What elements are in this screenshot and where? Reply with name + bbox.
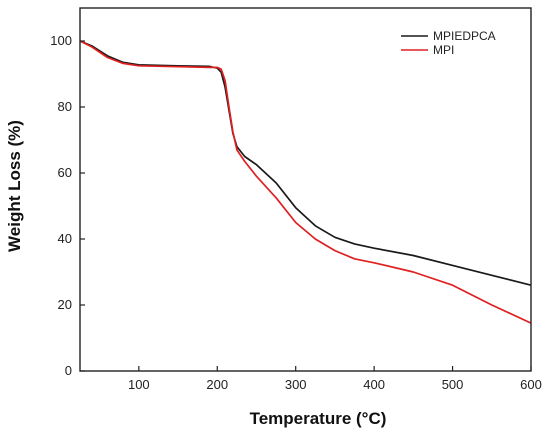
x-tick-label: 200 [206,377,228,392]
x-tick-label: 500 [442,377,464,392]
y-axis-title: Weight Loss (%) [5,120,24,252]
plot-frame [79,7,532,372]
y-tick-label: 100 [50,33,72,48]
y-tick-label: 80 [58,99,72,114]
y-tick-label: 40 [58,231,72,246]
legend: MPIEDPCA MPI [401,29,496,57]
legend-label-mpiedpca: MPIEDPCA [433,29,496,43]
x-axis-ticks: 100 200 300 400 500 600 [128,366,542,392]
legend-label-mpi: MPI [433,43,454,57]
x-tick-label: 400 [363,377,385,392]
x-tick-label: 100 [128,377,150,392]
x-tick-label: 600 [520,377,542,392]
x-tick-label: 300 [285,377,307,392]
series-line-mpiedpca [79,40,532,287]
y-tick-label: 20 [58,297,72,312]
y-tick-label: 0 [65,363,72,378]
x-axis-title: Temperature (°C) [250,409,387,428]
plot-lines [79,40,532,324]
y-tick-label: 60 [58,165,72,180]
series-line-mpi [79,40,532,324]
y-axis-ticks: 0 20 40 60 80 100 [50,33,85,378]
